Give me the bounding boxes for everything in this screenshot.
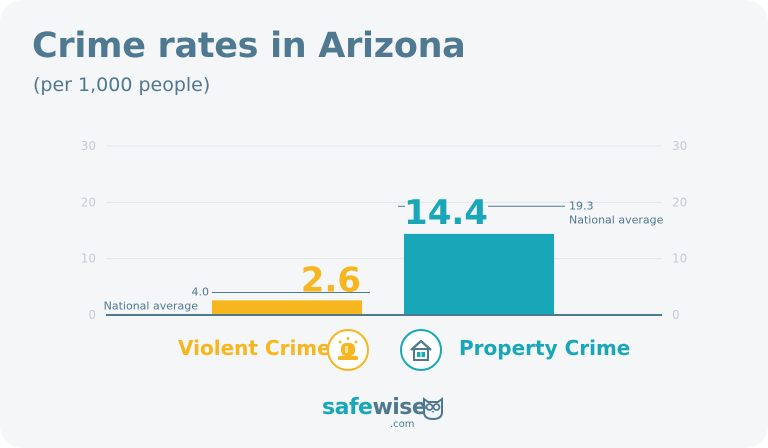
legend-violent-crime: Violent Crime — [178, 336, 331, 360]
bar-violent-crime — [212, 300, 362, 315]
y-tick-label-right: 0 — [672, 308, 680, 322]
y-tick-label-right: 20 — [672, 195, 687, 209]
brand-part-safe: safe — [322, 395, 373, 420]
owl-icon — [423, 397, 443, 421]
siren-icon — [327, 329, 369, 371]
y-tick-label-left: 10 — [81, 252, 96, 266]
brand-suffix: .com — [390, 419, 415, 430]
brand-part-wise: wise — [372, 395, 427, 420]
bar-property-crime — [404, 233, 554, 315]
brand-name: safewise — [322, 395, 427, 420]
legend-property-crime: Property Crime — [459, 336, 631, 360]
national-average-label-violent: National average — [104, 299, 199, 312]
national-average-label-property: National average — [569, 213, 664, 226]
y-tick-label-right: 30 — [672, 139, 687, 153]
national-average-value-violent: 4.0 — [192, 285, 210, 298]
value-label-property-crime: 14.4 — [404, 193, 488, 233]
y-tick-label-left: 30 — [81, 139, 96, 153]
y-tick-label-right: 10 — [672, 252, 687, 266]
house-icon — [400, 329, 442, 371]
chart-subtitle: (per 1,000 people) — [33, 74, 211, 96]
chart-title: Crime rates in Arizona — [32, 26, 466, 66]
y-tick-label-left: 20 — [81, 195, 96, 209]
value-label-violent-crime: 2.6 — [301, 260, 361, 300]
national-average-value-property: 19.3 — [569, 199, 594, 212]
y-tick-label-left: 0 — [88, 308, 96, 322]
